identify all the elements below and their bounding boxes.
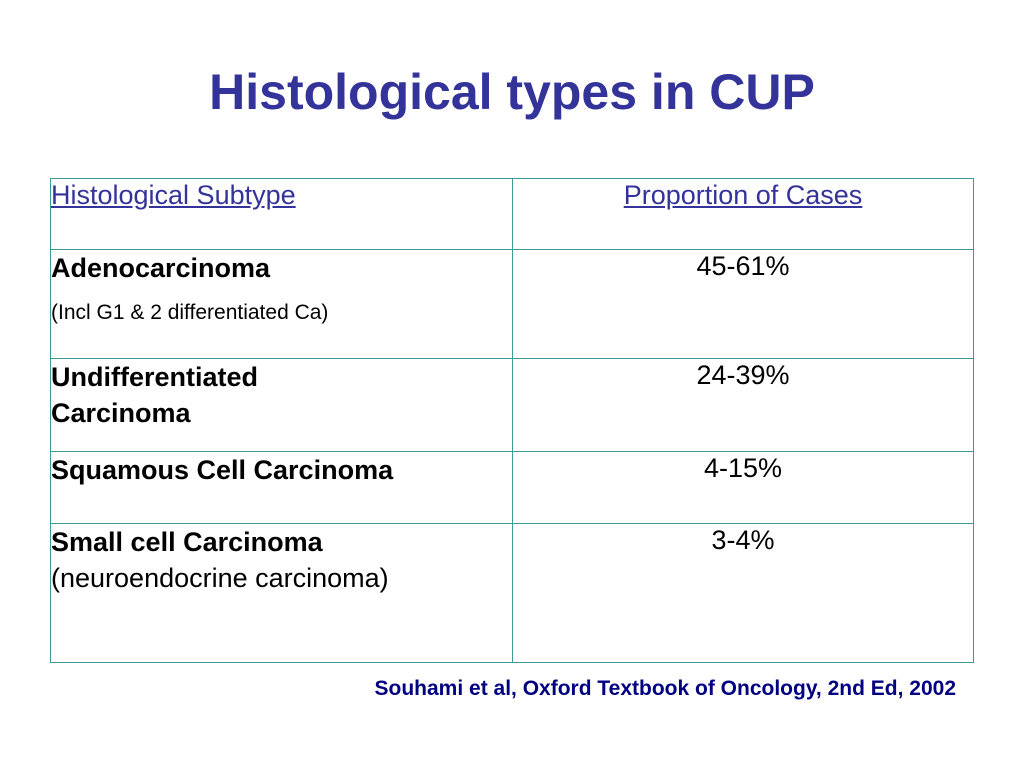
subtype-note: (Incl G1 & 2 differentiated Ca) — [51, 301, 329, 325]
subtype-cell: Undifferentiated Carcinoma — [50, 358, 513, 452]
header-proportion-of-cases: Proportion of Cases — [512, 178, 974, 250]
subtype-name: Small cell Carcinoma — [51, 527, 323, 557]
proportion-cell: 45-61% — [512, 249, 974, 359]
proportion-cell: 3-4% — [512, 523, 974, 663]
table-header-row: Histological Subtype Proportion of Cases — [50, 178, 974, 250]
table-row: Undifferentiated Carcinoma 24-39% — [50, 358, 974, 452]
slide-title: Histological types in CUP — [209, 64, 815, 120]
header-histological-subtype: Histological Subtype — [50, 178, 513, 250]
proportion-cell: 24-39% — [512, 358, 974, 452]
table-row: Squamous Cell Carcinoma 4-15% — [50, 451, 974, 524]
histology-table: Histological Subtype Proportion of Cases… — [50, 178, 974, 663]
subtype-name: Undifferentiated Carcinoma — [51, 362, 259, 429]
subtype-cell: Small cell Carcinoma (neuroendocrine car… — [50, 523, 513, 663]
proportion-cell: 4-15% — [512, 451, 974, 524]
subtype-cell: Squamous Cell Carcinoma — [50, 451, 513, 524]
subtype-note: (neuroendocrine carcinoma) — [51, 563, 389, 594]
table-row: Small cell Carcinoma (neuroendocrine car… — [50, 523, 974, 663]
subtype-name: Adenocarcinoma — [51, 253, 271, 283]
table-row: Adenocarcinoma (Incl G1 & 2 differentiat… — [50, 249, 974, 359]
citation: Souhami et al, Oxford Textbook of Oncolo… — [374, 677, 956, 700]
subtype-name: Squamous Cell Carcinoma — [51, 455, 394, 485]
subtype-cell: Adenocarcinoma (Incl G1 & 2 differentiat… — [50, 249, 513, 359]
